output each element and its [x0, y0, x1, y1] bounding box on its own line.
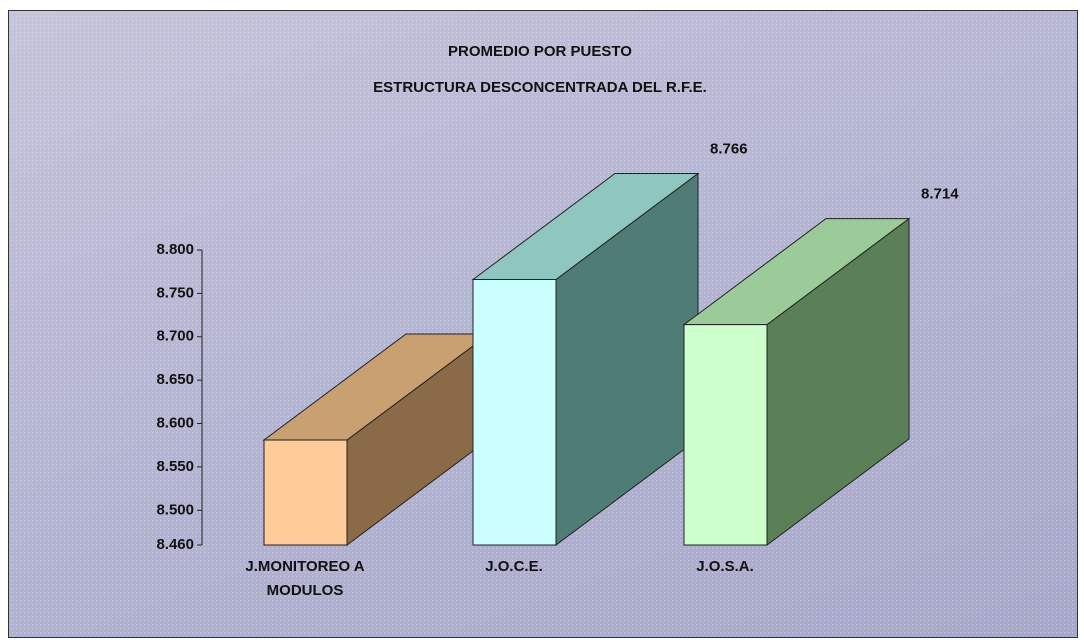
bar-front	[472, 279, 557, 546]
chart-title: PROMEDIO POR PUESTO	[448, 43, 632, 60]
x-tick-label: J.O.C.E.	[485, 558, 543, 575]
y-tick-label: 8.500	[156, 501, 194, 518]
y-tick-label: 8.460	[156, 536, 194, 553]
y-tick-label: 8.600	[156, 414, 194, 431]
value-label: 8.714	[921, 186, 959, 203]
y-tick-label: 8.750	[156, 284, 194, 301]
bar-front	[683, 324, 768, 546]
y-tick-label: 8.800	[156, 241, 194, 258]
chart-subtitle: ESTRUCTURA DESCONCENTRADA DEL R.F.E.	[373, 79, 707, 96]
bar-front	[263, 439, 348, 546]
x-tick-label: J.MONITOREO A MODULOS	[245, 558, 365, 599]
x-tick-label: J.O.S.A.	[696, 558, 754, 575]
y-tick-label: 8.550	[156, 458, 194, 475]
y-tick-label: 8.700	[156, 328, 194, 345]
value-label: 8.766	[710, 140, 748, 157]
y-tick-label: 8.650	[156, 371, 194, 388]
